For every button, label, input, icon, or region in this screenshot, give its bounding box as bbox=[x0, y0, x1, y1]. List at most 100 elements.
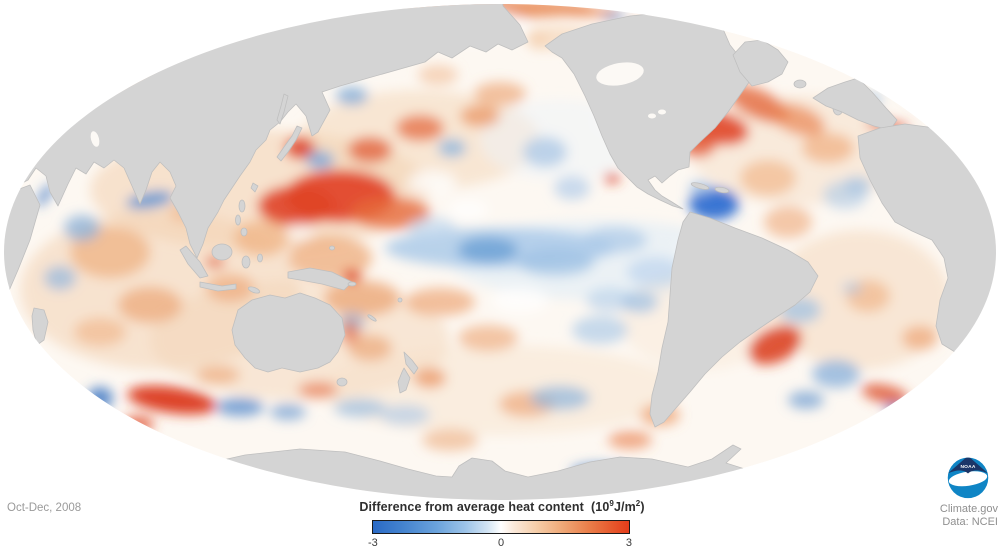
anomaly-blob bbox=[306, 151, 334, 169]
anomaly-blob bbox=[438, 139, 466, 157]
anomaly-blob bbox=[216, 398, 264, 416]
land-sakhalin bbox=[276, 93, 289, 125]
noaa-logo-bird-swoosh bbox=[948, 471, 988, 487]
land-new-guinea bbox=[287, 267, 353, 291]
land-taiwan bbox=[250, 182, 259, 193]
anomaly-blob bbox=[689, 188, 739, 220]
land-greenland bbox=[732, 39, 789, 87]
anomaly-blob bbox=[350, 197, 430, 229]
land-tasmania bbox=[336, 377, 348, 387]
colorbar-ticks: -3 0 3 bbox=[368, 537, 632, 551]
anomaly-blob bbox=[460, 105, 500, 127]
land-cuba bbox=[690, 182, 710, 190]
anomaly-blob bbox=[234, 220, 290, 256]
land-timor bbox=[247, 286, 261, 294]
anomaly-blob bbox=[842, 282, 862, 294]
credits: Climate.gov Data: NCEI bbox=[940, 503, 998, 528]
noaa-logo: NOAA bbox=[947, 457, 989, 499]
lake-black-sea bbox=[49, 112, 61, 120]
anomaly-blob bbox=[627, 257, 683, 287]
colorbar-tick-max: 3 bbox=[625, 537, 632, 549]
land-philippines bbox=[238, 199, 246, 213]
anomaly-blob bbox=[812, 360, 860, 388]
anomaly-blob bbox=[348, 137, 392, 163]
anomaly-blob bbox=[764, 206, 812, 238]
land-europe bbox=[812, 77, 898, 131]
anomaly-blob bbox=[458, 237, 518, 263]
anomaly-blob bbox=[861, 383, 909, 405]
anomaly-blob bbox=[492, 287, 548, 313]
anomaly-blob bbox=[528, 30, 548, 50]
lake-caspian bbox=[90, 131, 100, 147]
anomaly-blob bbox=[771, 103, 825, 137]
anomaly-blob bbox=[902, 326, 938, 350]
anomaly-blob bbox=[127, 385, 217, 415]
anomaly-blob bbox=[748, 325, 802, 365]
anomaly-blob bbox=[458, 325, 518, 351]
anomaly-blob bbox=[740, 160, 796, 196]
great-lakes bbox=[658, 109, 666, 115]
colorbar-units: (109J/m2) bbox=[591, 499, 645, 515]
anomaly-blob bbox=[844, 176, 872, 194]
anomaly-blob bbox=[64, 215, 100, 241]
anomaly-blob bbox=[258, 186, 334, 226]
land-philippines bbox=[235, 214, 241, 226]
anomaly-blob bbox=[418, 65, 458, 85]
land-new-caledonia bbox=[367, 314, 377, 322]
anomaly-blob bbox=[405, 288, 475, 316]
hudson-bay bbox=[596, 62, 644, 86]
credit-site: Climate.gov bbox=[939, 503, 998, 515]
land-solomon-islands bbox=[347, 281, 357, 287]
land-sumatra bbox=[179, 245, 209, 279]
anomaly-blob bbox=[422, 429, 478, 451]
anomaly-blob bbox=[336, 87, 368, 105]
anomaly-blob bbox=[87, 387, 113, 409]
colorbar-tick-min: -3 bbox=[368, 537, 378, 549]
anomaly-blob bbox=[270, 404, 306, 420]
anomaly-blob bbox=[44, 266, 76, 290]
land-philippines bbox=[240, 227, 248, 237]
land-iceland bbox=[793, 79, 807, 89]
anomaly-blob bbox=[518, 248, 594, 276]
anomaly-blob bbox=[340, 320, 360, 344]
land-south-america bbox=[649, 211, 819, 428]
date-range-label: Oct-Dec, 2008 bbox=[7, 502, 82, 514]
anomaly-blob bbox=[530, 386, 590, 410]
anomaly-blob bbox=[118, 287, 182, 323]
land-japan bbox=[276, 125, 303, 162]
great-lakes bbox=[648, 113, 656, 119]
colorbar-tick-mid: 0 bbox=[497, 537, 505, 549]
noaa-logo-text: NOAA bbox=[960, 464, 975, 470]
anomaly-blob bbox=[408, 217, 456, 239]
land-moluccas bbox=[257, 253, 263, 263]
anomaly-blob bbox=[74, 318, 126, 346]
anomaly-blob bbox=[286, 224, 314, 240]
land-australia bbox=[231, 292, 346, 373]
anomaly-blob bbox=[122, 416, 154, 432]
anomaly-blob bbox=[622, 291, 658, 313]
credit-data-source: Data: NCEI bbox=[942, 515, 998, 528]
colorbar bbox=[372, 520, 630, 534]
land-fiji bbox=[397, 297, 403, 303]
anomaly-blob bbox=[554, 176, 590, 200]
anomaly-blob bbox=[380, 405, 430, 425]
anomaly-blob bbox=[46, 111, 74, 129]
heat-anomaly-layer bbox=[20, 4, 950, 480]
anomaly-blob bbox=[298, 382, 338, 398]
anomaly-blob bbox=[408, 171, 456, 193]
anomaly-blob bbox=[448, 200, 488, 220]
land-new-zealand-south bbox=[397, 367, 411, 394]
anomaly-blob bbox=[414, 368, 446, 388]
land-hispaniola bbox=[714, 186, 730, 194]
anomaly-blob bbox=[586, 288, 634, 312]
noaa-logo-kite bbox=[947, 457, 989, 474]
anomaly-blob bbox=[196, 366, 240, 384]
anomaly-blob bbox=[604, 173, 620, 183]
land-east-africa-edge bbox=[4, 184, 41, 311]
land-sulawesi bbox=[241, 255, 251, 269]
colorbar-title: Difference from average heat content (10… bbox=[359, 499, 645, 515]
anomaly-blob bbox=[572, 316, 628, 344]
land-new-zealand-north bbox=[403, 351, 419, 375]
